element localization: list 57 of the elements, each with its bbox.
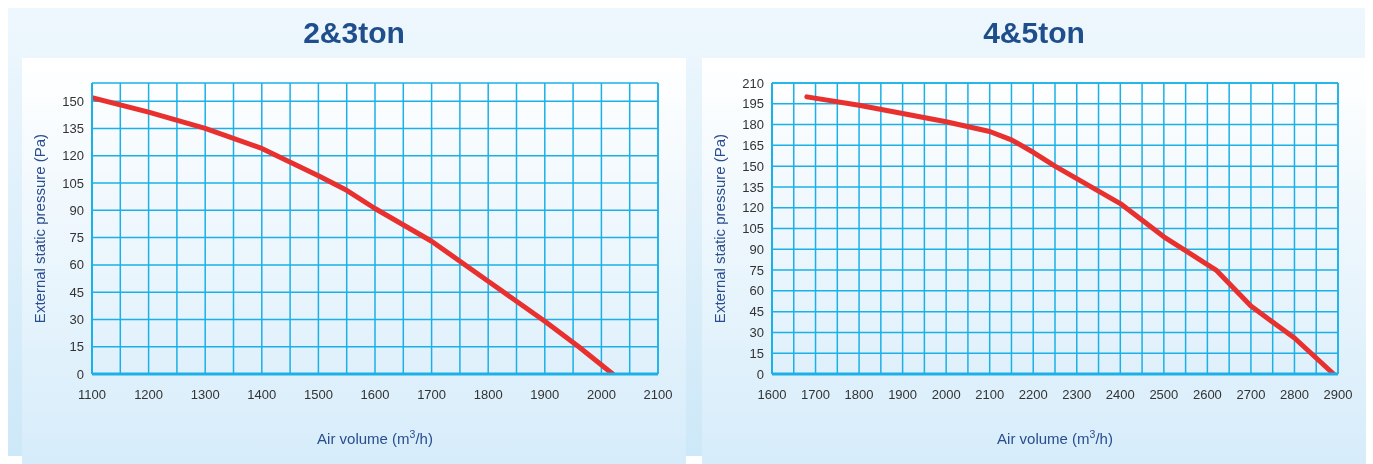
x-tick-label: 2200	[1018, 387, 1048, 403]
x-tick-label: 2600	[1192, 387, 1222, 403]
x-tick-label: 1700	[417, 387, 447, 403]
x-tick-label: 1600	[757, 387, 787, 403]
y-tick-label: 60	[749, 283, 764, 299]
x-tick-label: 1800	[844, 387, 874, 403]
x-tick-label: 2700	[1236, 387, 1266, 403]
y-tick-label: 45	[69, 284, 84, 300]
x-tick-label: 1300	[190, 387, 220, 403]
y-tick-label: 135	[62, 121, 84, 137]
x-tick-label: 1900	[530, 387, 560, 403]
y-tick-label: 210	[742, 75, 764, 91]
x-axis-title: Air volume (m$^{3}$/h)	[997, 428, 1113, 447]
y-tick-label: 135	[742, 179, 764, 195]
y-tick-label: 195	[742, 96, 764, 112]
chart-title: 2&3ton	[302, 15, 406, 51]
y-tick-label: 120	[62, 148, 84, 164]
y-tick-label: 90	[749, 241, 764, 257]
y-tick-label: 150	[62, 93, 84, 109]
y-axis-title: External static pressure (Pa)	[711, 133, 729, 324]
x-tick-label: 1500	[303, 387, 333, 403]
y-tick-label: 45	[749, 304, 764, 320]
y-tick-label: 120	[742, 200, 764, 216]
y-tick-label: 75	[749, 262, 764, 278]
y-tick-label: 0	[756, 366, 764, 382]
x-tick-label: 2000	[931, 387, 961, 403]
y-tick-label: 75	[69, 230, 84, 246]
y-tick-label: 60	[69, 257, 84, 273]
x-tick-label: 2900	[1323, 387, 1353, 403]
x-tick-label: 1200	[134, 387, 164, 403]
x-tick-label: 2100	[643, 387, 673, 403]
x-tick-label: 2400	[1105, 387, 1135, 403]
y-tick-label: 105	[742, 221, 764, 237]
y-tick-label: 165	[742, 137, 764, 153]
y-tick-label: 180	[742, 117, 764, 133]
x-tick-label: 1100	[78, 387, 106, 403]
y-tick-label: 15	[749, 345, 764, 361]
x-tick-label: 1800	[473, 387, 503, 403]
y-tick-label: 30	[69, 312, 84, 328]
y-tick-label: 30	[749, 325, 764, 341]
x-tick-label: 2500	[1149, 387, 1179, 403]
x-tick-label: 1900	[888, 387, 918, 403]
x-tick-label: 1700	[801, 387, 830, 403]
x-axis-title: Air volume (m$^{3}$/h)	[317, 428, 433, 447]
x-tick-label: 2100	[975, 387, 1005, 403]
y-tick-label: 150	[742, 158, 764, 174]
y-axis-title: External static pressure (Pa)	[31, 133, 49, 324]
x-tick-label: 1600	[360, 387, 390, 403]
y-tick-label: 0	[76, 366, 84, 382]
y-tick-label: 90	[69, 202, 84, 218]
x-tick-label: 2300	[1062, 387, 1092, 403]
y-tick-label: 15	[69, 339, 84, 355]
y-tick-label: 105	[62, 175, 84, 191]
x-tick-label: 2000	[586, 387, 616, 403]
chart-title: 4&5ton	[982, 15, 1086, 51]
x-tick-label: 2800	[1280, 387, 1309, 403]
x-tick-label: 1400	[247, 387, 277, 403]
